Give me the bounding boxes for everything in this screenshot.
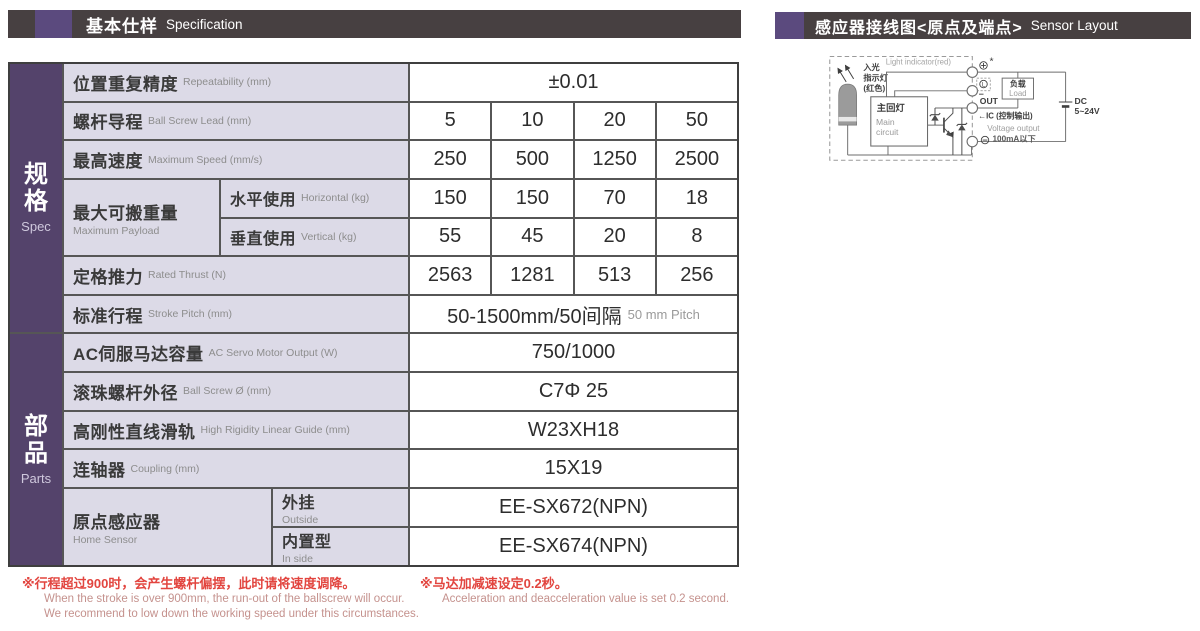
footnote-acceleration: ※马达加减速设定0.2秒。 Acceleration and deacceler… [420, 576, 730, 606]
row-repeatability-value: ±0.01 [410, 64, 737, 101]
terminal-circles [966, 66, 979, 148]
sidebar-parts-char: 部 [24, 412, 48, 440]
row-payload-vertical-value: 20 [574, 218, 655, 256]
transistor-icon [943, 107, 954, 155]
light-ray-arrow-icon [837, 67, 847, 83]
spec-section-header: 基本仕样 Specification [8, 10, 741, 38]
row-speed-label: 最高速度 Maximum Speed (mm/s) [64, 141, 408, 178]
asterisk-mark: * [989, 57, 993, 68]
light-indicator-label: Light indicator(red) [886, 58, 952, 67]
light-in-label-2: 指示灯 [863, 72, 888, 82]
row-repeatability-label: 位置重复精度 Repeatability (mm) [64, 64, 408, 101]
out-terminal-label: OUT [980, 96, 999, 106]
row-homesensor-outside-label: 外挂 Outside [273, 489, 408, 526]
row-lead-value: 5 [410, 102, 491, 140]
led-dome-icon [838, 83, 858, 126]
sidebar-parts-en: Parts [20, 470, 52, 486]
current-limit-label: 100mA以下 [992, 135, 1035, 144]
light-in-label-1: 入光 [862, 62, 880, 72]
row-payload-horizontal-value: 70 [574, 179, 655, 217]
row-coupling-label: 连轴器 Coupling (mm) [64, 450, 408, 487]
row-screwdia-value: C7Φ 25 [410, 373, 737, 410]
row-guide-label: 高刚性直线滑轨 High Rigidity Linear Guide (mm) [64, 411, 408, 449]
row-homesensor-group-label: 原点感应器 Home Sensor [64, 489, 271, 565]
row-payload-vertical-label: 垂直使用 Vertical (kg) [221, 218, 408, 256]
voltage-output-label: Voltage output [987, 124, 1040, 133]
row-lead-label: 螺杆导程 Ball Screw Lead (mm) [64, 102, 408, 140]
internal-wires [847, 71, 973, 156]
row-speed-value: 250 [410, 141, 491, 178]
row-coupling-value: 15X19 [410, 450, 737, 487]
row-lead-value: 10 [492, 102, 573, 140]
row-payload-vertical-value: 45 [492, 218, 573, 256]
row-stroke-value: 50-1500mm/50间隔 50 mm Pitch [410, 295, 737, 333]
main-circuit-zh: 主回灯 [877, 102, 906, 113]
svg-text:L: L [982, 83, 986, 89]
section-title-zh: 基本仕样 [86, 16, 158, 36]
sidebar-spec-char: 格 [24, 188, 48, 216]
spec-table: 规 格 Spec 部 品 Parts 位置重复精度 Repeatability … [8, 62, 739, 567]
sidebar-parts-char: 品 [24, 439, 48, 467]
sidebar-spec-char: 规 [24, 161, 48, 189]
footnote-stroke: ※行程超过900时，会产生螺杆偏摆，此时请将速度调降。 When the str… [22, 576, 419, 620]
load-box [1001, 77, 1034, 100]
row-speed-value: 2500 [656, 141, 737, 178]
main-circuit-en1: Main [876, 117, 895, 127]
light-ray-arrow-icon [844, 64, 855, 80]
ic-output-label: ←IC (控制输出) [978, 110, 1033, 120]
row-servo-value: 750/1000 [410, 334, 737, 372]
row-thrust-label: 定格推力 Rated Thrust (N) [64, 257, 408, 294]
row-screwdia-label: 滚珠螺杆外径 Ball Screw Ø (mm) [64, 373, 408, 410]
sidebar-spec-en: Spec [21, 219, 51, 235]
row-payload-group-label: 最大可搬重量 Maximum Payload [64, 179, 219, 256]
row-homesensor-inside-value: EE-SX674(NPN) [410, 528, 737, 565]
accent-square [775, 12, 804, 39]
sensor-wiring-diagram: 入光 指示灯 (红色) Light indicator(red) 主回灯 Mai… [829, 55, 1100, 161]
section-title-en: Sensor Layout [1030, 18, 1118, 33]
led-band [838, 116, 857, 122]
row-servo-label: AC伺服马达容量 AC Servo Motor Output (W) [64, 334, 408, 372]
row-homesensor-inside-label: 内置型 In side [273, 528, 408, 565]
battery-icon [1058, 101, 1073, 108]
dc-voltage-label: 5~24V [1075, 106, 1100, 116]
row-lead-value: 50 [656, 102, 737, 140]
row-thrust-value: 513 [574, 257, 655, 294]
light-in-label-3: (红色) [863, 83, 885, 93]
load-en: Load [1009, 89, 1026, 98]
row-thrust-value: 1281 [492, 257, 573, 294]
main-circuit-en2: circuit [876, 127, 899, 137]
row-payload-vertical-value: 8 [656, 218, 737, 256]
l-terminal-icon: L [976, 77, 991, 95]
row-thrust-value: 256 [656, 257, 737, 294]
row-payload-horizontal-value: 18 [656, 179, 737, 217]
row-payload-horizontal-value: 150 [492, 179, 573, 217]
sensor-section-header: 感应器接线图<原点及端点> Sensor Layout [775, 12, 1191, 39]
minus-terminal-icon [980, 135, 990, 145]
row-stroke-label: 标准行程 Stroke Pitch (mm) [64, 295, 408, 333]
dc-label: DC [1075, 96, 1087, 106]
row-lead-value: 20 [574, 102, 655, 140]
row-payload-horizontal-value: 150 [410, 179, 491, 217]
load-zh: 负载 [1010, 78, 1026, 88]
section-title-zh: 感应器接线图<原点及端点> [815, 19, 1023, 37]
external-wires [977, 71, 1067, 143]
zener-diode-icon [956, 107, 968, 155]
row-speed-value: 1250 [574, 141, 655, 178]
zener-diode-icon [929, 107, 941, 126]
row-guide-value: W23XH18 [410, 411, 737, 449]
plus-terminal-icon [979, 61, 988, 70]
row-speed-value: 500 [492, 141, 573, 178]
sidebar-parts: 部 品 Parts [10, 334, 62, 565]
row-thrust-value: 2563 [410, 257, 491, 294]
accent-square [35, 10, 72, 38]
section-title-en: Specification [166, 16, 243, 32]
row-payload-horizontal-label: 水平使用 Horizontal (kg) [221, 179, 408, 217]
row-payload-vertical-value: 55 [410, 218, 491, 256]
sidebar-spec: 规 格 Spec [10, 64, 62, 333]
row-homesensor-outside-value: EE-SX672(NPN) [410, 489, 737, 526]
main-circuit-box [870, 96, 929, 147]
